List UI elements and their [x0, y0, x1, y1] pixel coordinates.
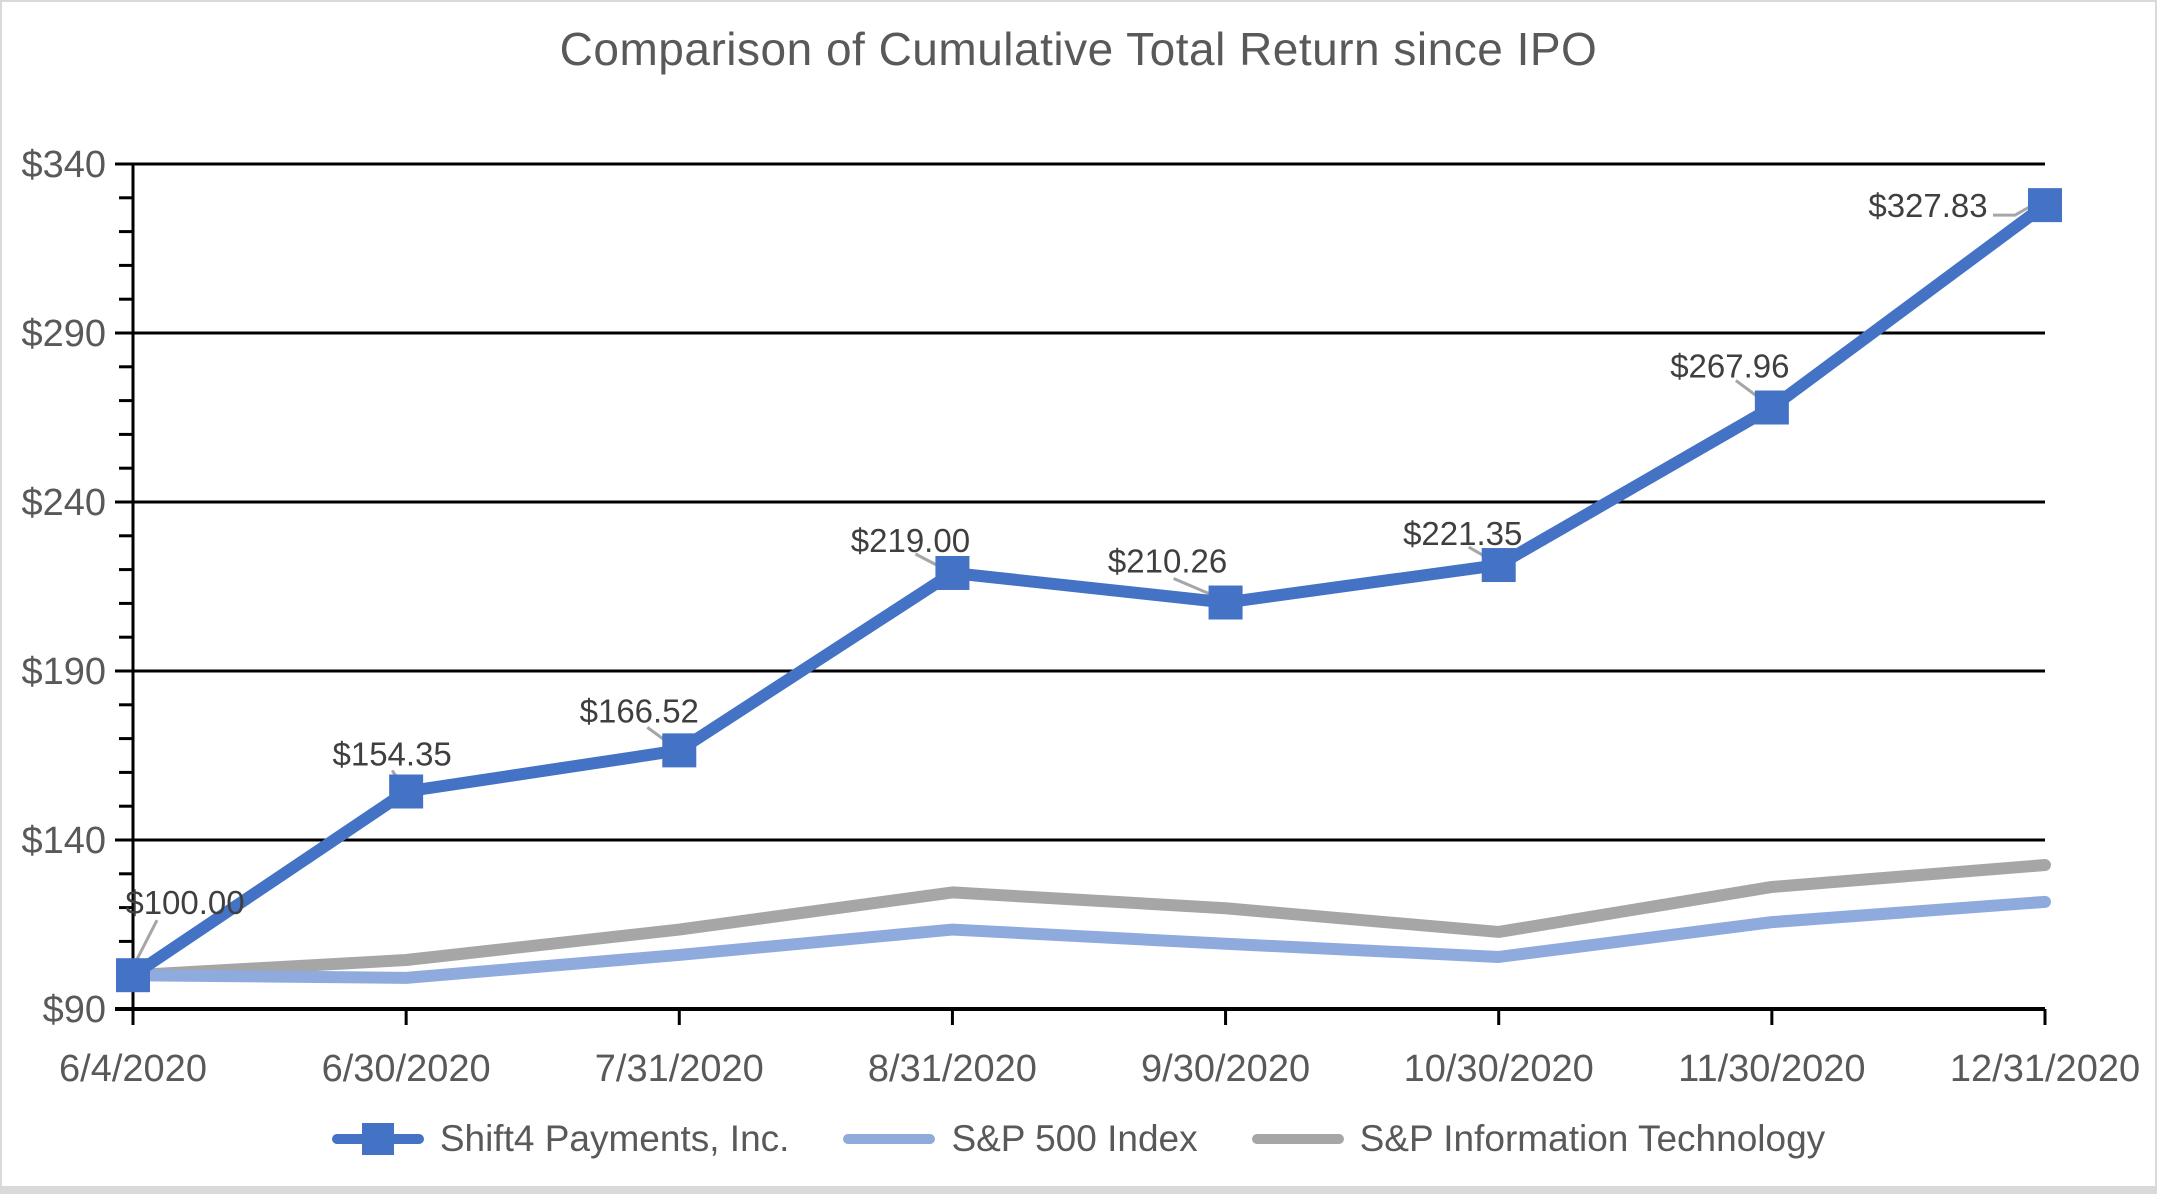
x-tick-label: 6/30/2020: [322, 1048, 491, 1090]
chart-title: Comparison of Cumulative Total Return si…: [559, 23, 1598, 75]
x-tick-label: 9/30/2020: [1141, 1048, 1310, 1090]
x-tick-label: 10/30/2020: [1404, 1048, 1594, 1090]
legend-label: S&P 500 Index: [951, 1118, 1198, 1159]
data-point-marker: [116, 958, 150, 993]
y-tick-label: $340: [21, 144, 106, 186]
data-label: $100.00: [125, 884, 244, 921]
data-point-marker: [389, 774, 424, 809]
legend-item-s-p-500-index: S&P 500 Index: [843, 1118, 1198, 1160]
data-point-marker: [935, 555, 970, 590]
x-tick-label: 12/31/2020: [1950, 1048, 2140, 1090]
x-tick-label: 7/31/2020: [595, 1048, 764, 1090]
x-tick-label: 6/4/2020: [59, 1048, 207, 1090]
legend-label: S&P Information Technology: [1359, 1118, 1826, 1159]
legend-swatch: [843, 1134, 936, 1144]
data-point-marker: [662, 733, 697, 768]
data-point-marker: [1481, 548, 1516, 583]
data-point-marker: [2028, 188, 2062, 223]
chart-legend: Shift4 Payments, Inc. S&P 500 Index S&P In…: [2, 1118, 2155, 1160]
series-line-s-p-information-technology: [127, 859, 2051, 982]
y-tick-label: $90: [43, 989, 106, 1031]
data-label: $154.35: [332, 735, 451, 772]
data-point-marker: [1754, 390, 1789, 425]
window-bottom-edge: [2, 1186, 2155, 1192]
legend-marker-square: [361, 1123, 394, 1155]
y-tick-label: $290: [21, 313, 106, 355]
x-tick-label: 8/31/2020: [868, 1048, 1037, 1090]
y-tick-label: $140: [21, 820, 106, 862]
data-label: $166.52: [580, 692, 699, 729]
legend-label: Shift4 Payments, Inc.: [439, 1118, 790, 1159]
y-tick-label: $240: [21, 482, 106, 524]
data-label: $327.83: [1868, 187, 1987, 224]
x-tick-label: 11/30/2020: [1678, 1048, 1865, 1090]
legend-swatch: [331, 1123, 424, 1155]
data-point-marker: [1208, 585, 1243, 620]
data-label-leader-line: [134, 919, 159, 962]
data-label: $267.96: [1670, 347, 1789, 384]
data-label: $210.26: [1108, 543, 1227, 580]
data-label: $219.00: [851, 522, 970, 559]
series-line-s-p-500-index: [127, 895, 2051, 984]
legend-swatch: [1251, 1134, 1344, 1144]
series-line-shift4-payments-inc: [127, 199, 2051, 982]
legend-item-shift4-payments-inc: Shift4 Payments, Inc.: [331, 1118, 790, 1160]
y-tick-label: $190: [21, 651, 106, 693]
data-label: $221.35: [1403, 515, 1522, 552]
legend-item-s-p-information-technology: S&P Information Technology: [1251, 1118, 1826, 1160]
data-label-leader-line: [1993, 205, 2030, 217]
